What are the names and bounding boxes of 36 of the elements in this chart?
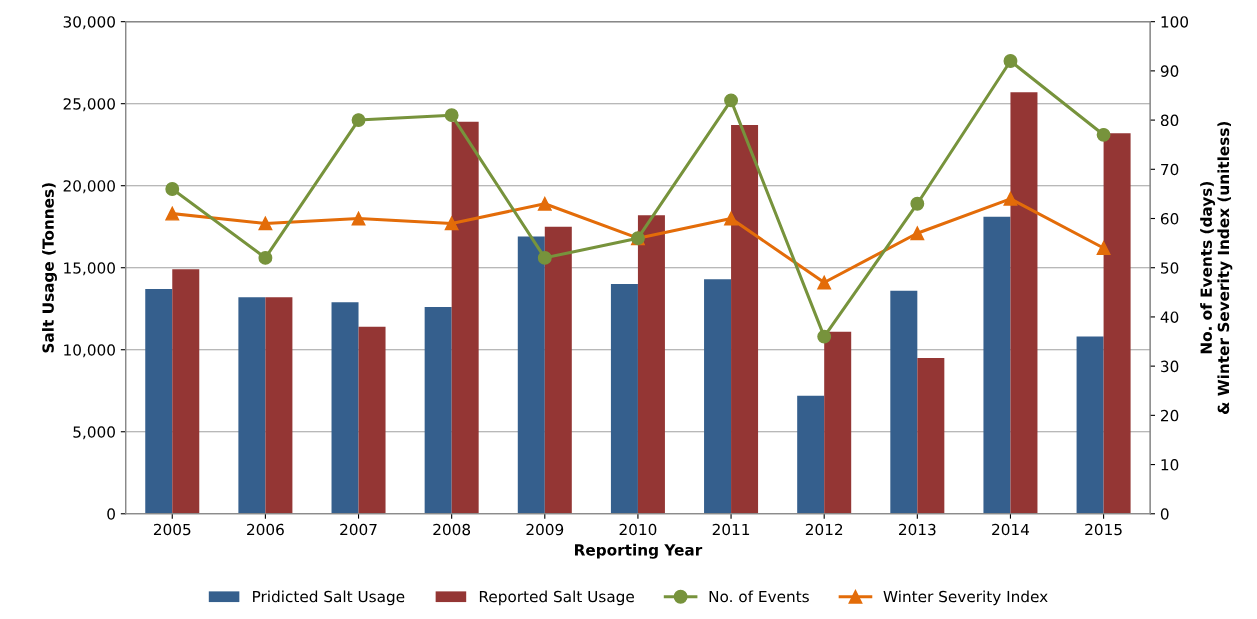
- y2-tick-label: 90: [1160, 65, 1179, 77]
- x-tick-label: 2006: [247, 523, 284, 536]
- y-tick-label: 20,000: [63, 180, 115, 194]
- y2-tick-label: 100: [1161, 16, 1189, 28]
- x-axis-title: Reporting Year: [575, 543, 703, 559]
- x-tick-label: 2010: [619, 523, 657, 536]
- legend-label: No. of Events: [709, 590, 809, 603]
- y-tick-label: 10,000: [64, 344, 115, 358]
- y2-tick-label: 70: [1161, 163, 1179, 176]
- y2-tick-label: 10: [1161, 459, 1179, 471]
- y-tick-label: 30,000: [63, 16, 115, 30]
- y-tick-label: 5,000: [73, 426, 115, 440]
- x-tick-label: 2011: [712, 523, 750, 536]
- x-tick-label: 2013: [899, 523, 936, 536]
- x-tick-label: 2008: [433, 523, 471, 536]
- y2-tick-label: 0: [1160, 508, 1169, 520]
- x-tick-label: 2005: [153, 523, 191, 536]
- y2-tick-label: 80: [1160, 114, 1179, 127]
- y2-tick-label: 50: [1161, 262, 1179, 274]
- legend-label: Pridicted Salt Usage: [253, 590, 405, 606]
- x-tick-label: 2007: [340, 523, 377, 536]
- legend-label: Reported Salt Usage: [479, 590, 634, 606]
- y2-axis-title: No. of Events (days) & Winter Severity Index (unitless): [1200, 121, 1233, 414]
- y2-tick-label: 60: [1160, 212, 1179, 225]
- y-axis-title: Salt Usage (Tonnes): [42, 183, 57, 353]
- x-tick-label: 2012: [805, 523, 843, 536]
- x-tick-label: 2015: [1085, 523, 1122, 536]
- y-tick-label: 0: [107, 508, 115, 520]
- y2-tick-label: 30: [1161, 360, 1179, 373]
- y2-tick-label: 40: [1160, 311, 1179, 323]
- legend-label: Winter Severity Index: [883, 590, 1048, 606]
- x-tick-label: 2009: [526, 523, 564, 536]
- y-tick-label: 25,000: [63, 98, 115, 112]
- y-tick-label: 15,000: [64, 262, 115, 276]
- y2-tick-label: 20: [1161, 409, 1179, 422]
- x-tick-label: 2014: [992, 523, 1030, 536]
